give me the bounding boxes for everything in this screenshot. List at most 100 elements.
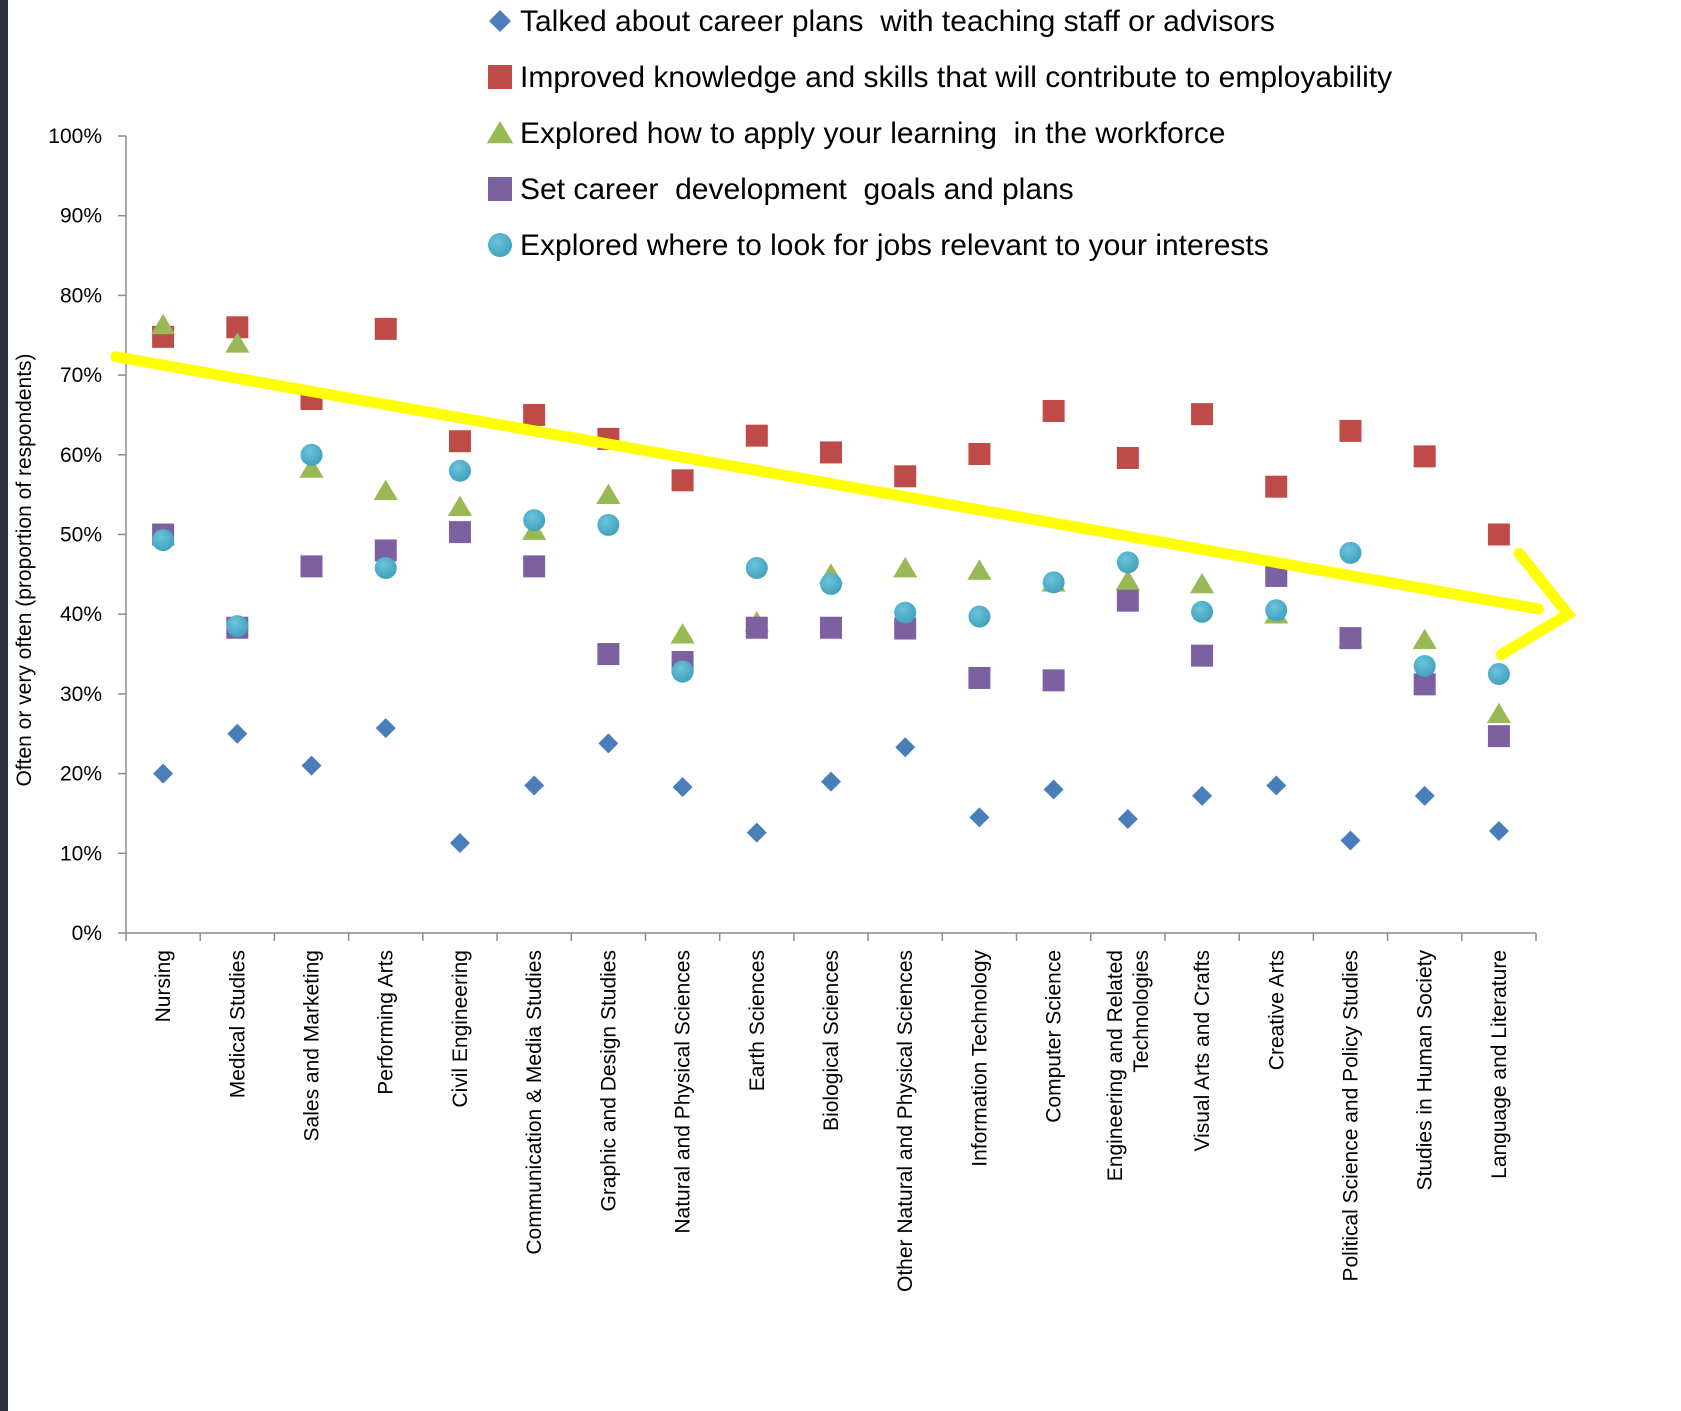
data-point [1339,627,1362,650]
data-points [151,313,1511,853]
legend-label: Talked about career plans with teaching … [520,5,1275,38]
data-point [745,424,768,447]
y-tick-labels: 0% 10% 20% 30% 40% 50% 60% 70% 80% 90% 100% [48,125,102,945]
data-point [449,832,470,853]
data-point [1339,419,1362,442]
data-point [671,660,694,683]
data-point [745,556,768,579]
y-tick-label: 70% [60,364,102,387]
x-category-label: Technologies [1130,950,1153,1073]
x-category-label: Graphic and Design Studies [597,950,620,1212]
data-point [968,605,991,628]
y-tick-label: 80% [60,284,102,307]
x-category-label: Studies in Human Society [1414,950,1437,1191]
y-tick-label: 20% [60,763,102,786]
legend-item: Set career development goals and plans [488,173,1074,206]
trend-arrow-head [1495,547,1577,661]
data-point [1265,475,1288,498]
data-point [448,459,471,482]
x-category-label: Engineering and Related [1104,950,1127,1181]
x-category-label: Earth Sciences [746,950,769,1091]
data-point [597,643,620,666]
x-category-label: Biological Sciences [820,950,843,1131]
data-point [1488,820,1509,841]
legend-label: Explored where to look for jobs relevant… [520,229,1269,262]
data-point [820,441,842,464]
data-point [1413,673,1436,696]
data-point [671,469,694,492]
data-point [1191,600,1214,623]
data-point [1265,599,1288,622]
axes [118,135,1537,941]
data-point [448,521,471,544]
legend-item: Improved knowledge and skills that will … [488,61,1392,94]
data-point [821,771,841,792]
data-point [1266,775,1287,796]
legend-marker [488,177,512,201]
y-tick-label: 10% [60,842,102,865]
x-category-label: Nursing [152,950,175,1022]
data-point [374,539,397,562]
data-point [523,555,546,578]
x-category-label: Visual Arts and Crafts [1191,950,1214,1152]
data-point [1189,572,1215,594]
data-point [1043,779,1064,800]
data-point [968,443,991,466]
data-point [1412,628,1437,650]
x-category-label: Creative Arts [1265,950,1288,1070]
x-category-label: Civil Engineering [449,950,472,1108]
legend-marker [486,121,514,144]
legend-item: Talked about career plans with teaching … [489,5,1275,38]
series-0 [153,718,1509,853]
legend-marker [488,233,512,257]
x-category-label: Political Science and Policy Studies [1339,950,1362,1282]
data-point [598,733,619,754]
data-point [820,572,842,595]
x-category-label: Natural and Physical Sciences [672,950,695,1234]
data-point [1340,830,1361,851]
data-point [670,623,695,644]
data-point [225,332,250,353]
data-point [1042,399,1065,422]
y-tick-label: 60% [60,444,102,467]
data-point [1042,571,1065,594]
data-point [375,718,396,739]
legend-label: Set career development goals and plans [520,173,1074,206]
data-point [894,465,917,488]
legend-marker [488,65,512,89]
data-point [448,430,471,453]
x-category-label: Information Technology [968,950,991,1167]
y-tick-label: 90% [60,205,102,228]
data-point [300,443,323,466]
data-point [895,737,916,758]
trend-arrow [110,351,1577,661]
y-axis-title: Often or very often (proportion of respo… [13,353,36,786]
data-point [1116,589,1139,612]
data-point [746,822,767,843]
data-point [967,559,992,580]
data-point [1115,569,1140,591]
data-point [1487,662,1510,685]
data-point [151,313,176,335]
y-tick-label: 40% [60,603,102,626]
x-category-label: Other Natural and Physical Sciences [894,950,917,1292]
data-point [152,529,175,552]
chart-panel: 0% 10% 20% 30% 40% 50% 60% 70% 80% 90% 100% Nursin… [8,0,1681,1411]
x-category-label: Language and Literature [1488,950,1511,1179]
data-point [1339,541,1362,564]
data-point [226,316,249,339]
series-1 [152,316,1510,546]
data-point [1413,445,1436,468]
data-point [1116,446,1139,469]
legend-marker [489,10,511,32]
series-3 [152,521,1510,748]
series-2 [151,313,1511,724]
data-point [374,317,397,340]
legend-item: Explored how to apply your learning in t… [486,117,1225,150]
data-point [1487,523,1510,546]
data-point [1487,725,1510,748]
legend-label: Improved knowledge and skills that will … [520,61,1392,94]
y-tick-label: 100% [48,125,102,148]
data-point [893,556,918,578]
data-point [523,509,546,532]
